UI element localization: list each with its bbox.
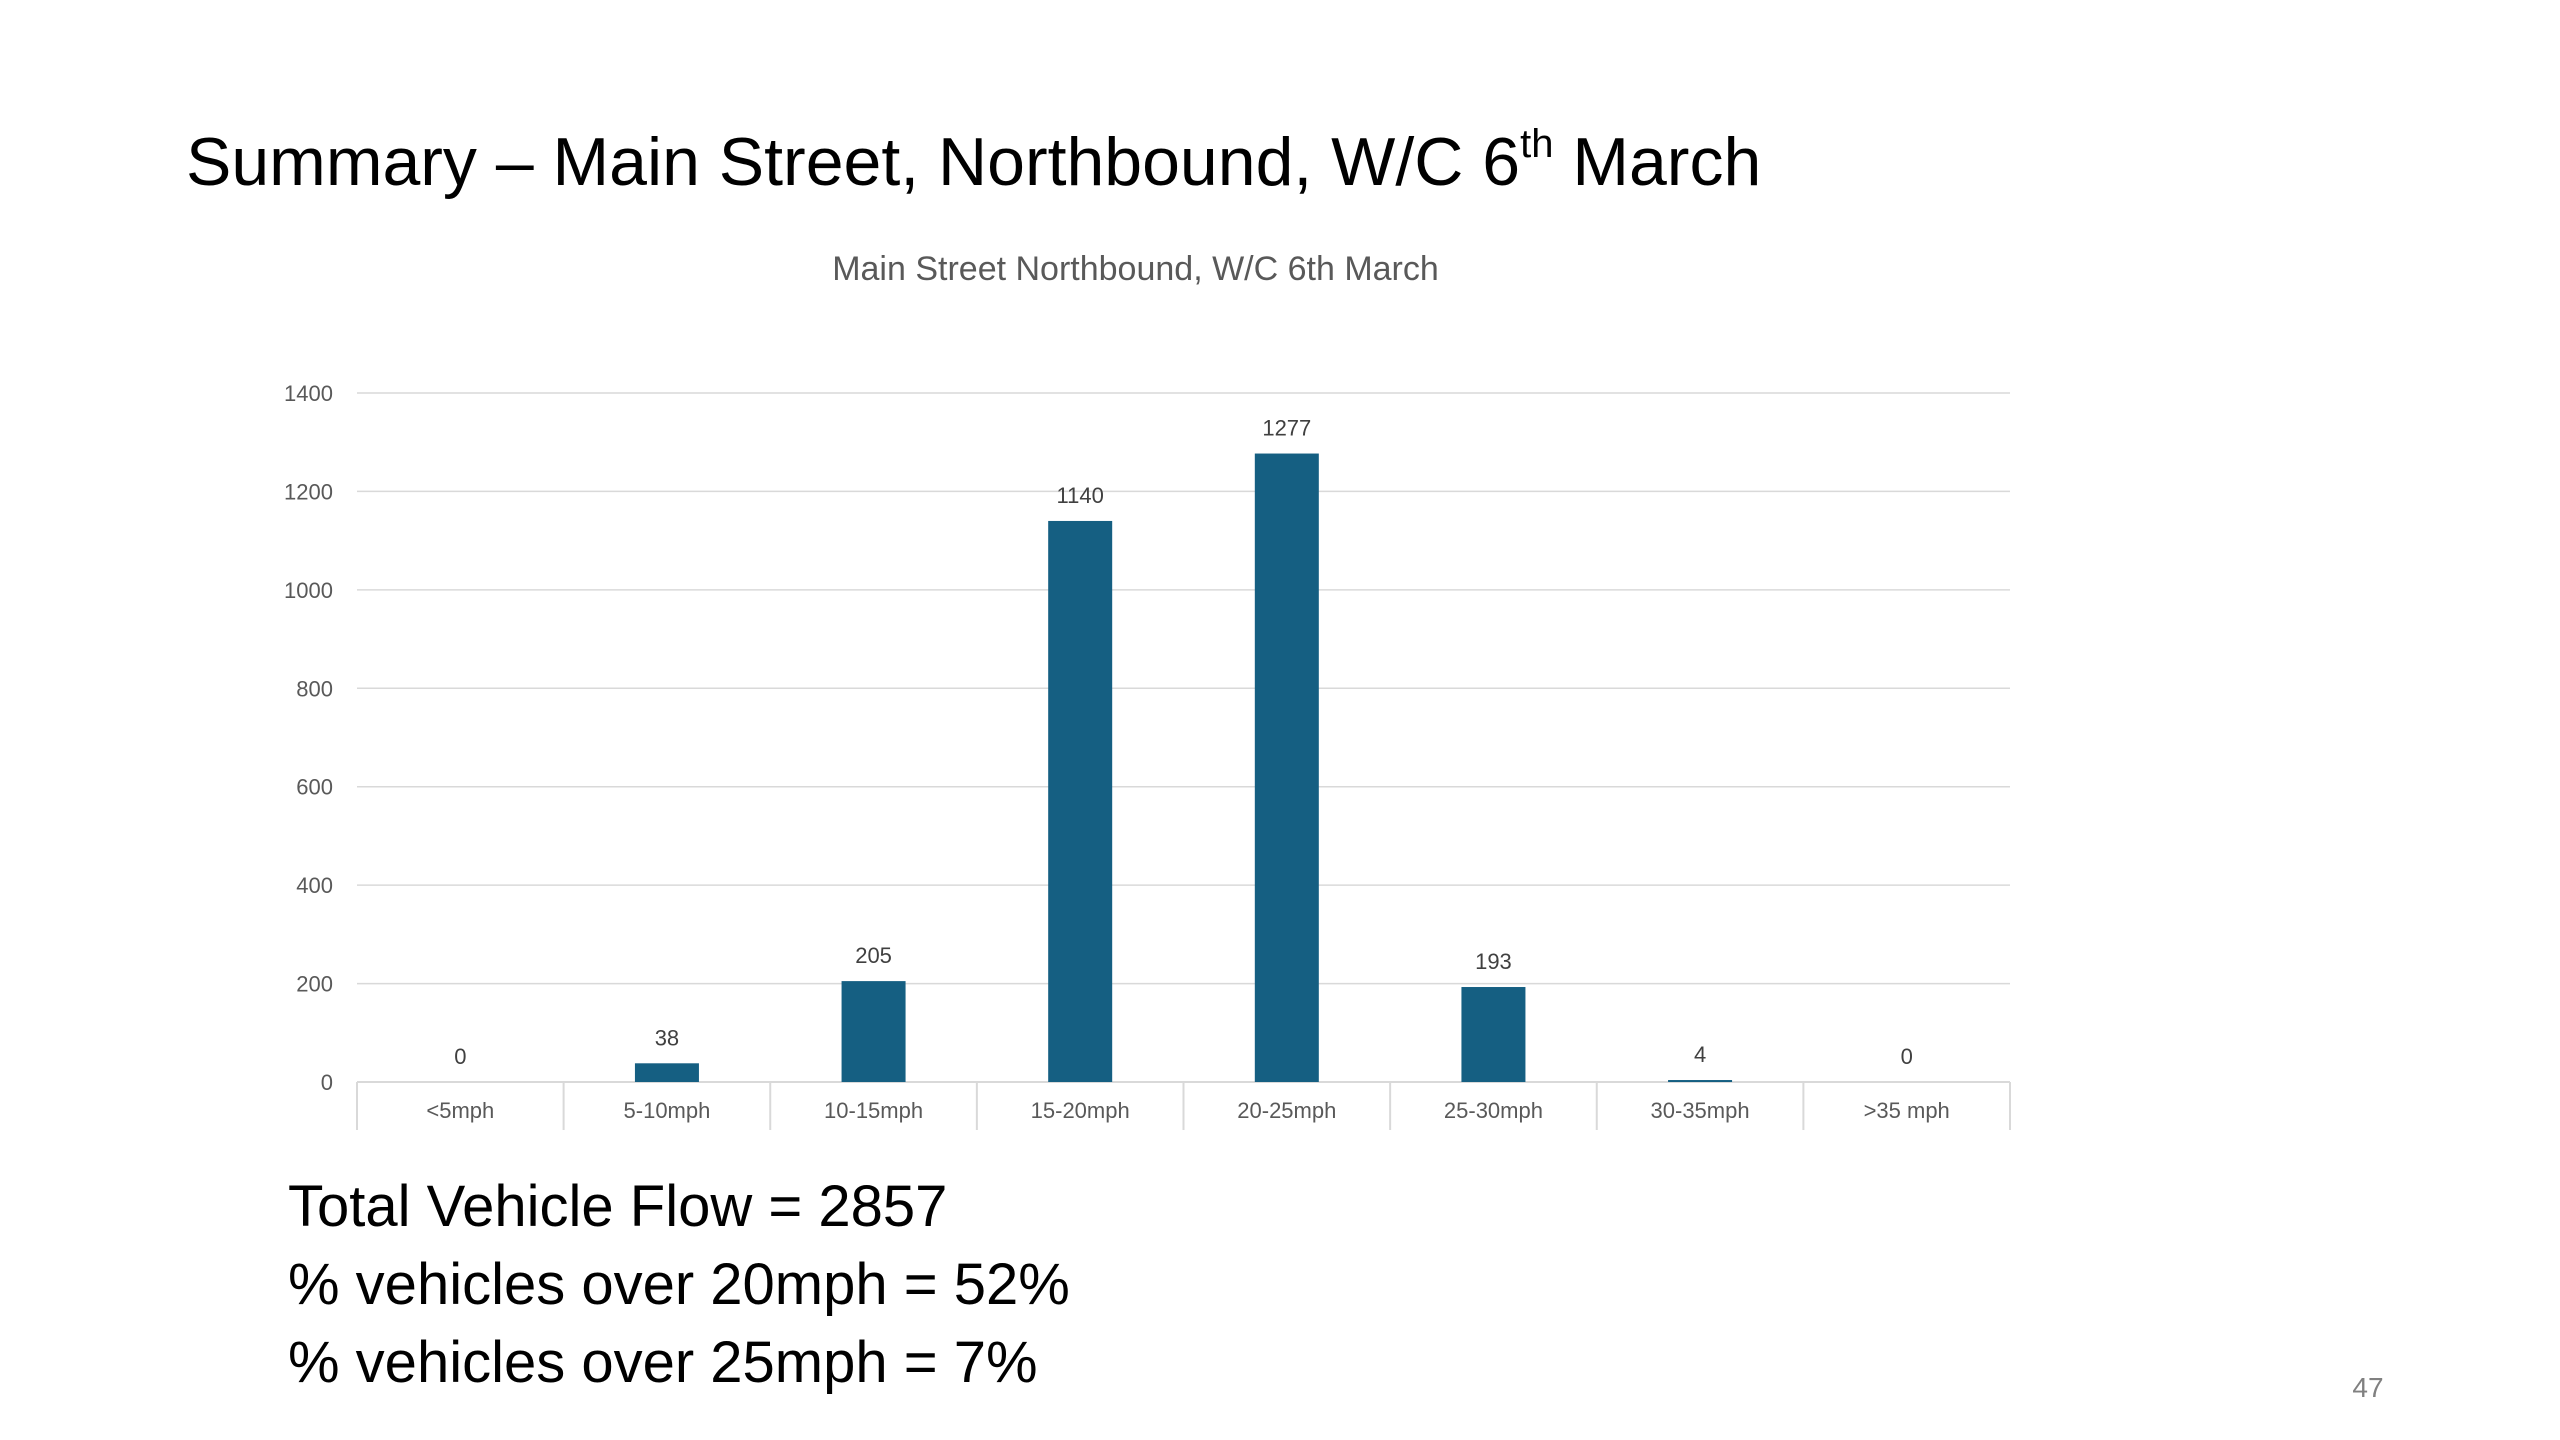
page-number: 47 [2352, 1372, 2384, 1403]
bar-25-30mph [1461, 987, 1526, 1082]
x-tick-label: 20-25mph [1237, 1098, 1336, 1123]
summary-over-25mph: % vehicles over 25mph = 7% [288, 1330, 1038, 1395]
x-tick-label: 15-20mph [1031, 1098, 1130, 1123]
data-label: 0 [454, 1044, 466, 1069]
y-tick-label: 200 [296, 972, 333, 997]
data-label: 205 [855, 943, 892, 968]
y-tick-label: 0 [321, 1070, 333, 1095]
x-tick-label: 10-15mph [824, 1098, 923, 1123]
y-tick-label: 1000 [284, 578, 333, 603]
slide-title-end: March [1553, 124, 1762, 200]
x-tick-label: 5-10mph [624, 1098, 711, 1123]
summary-total-flow: Total Vehicle Flow = 2857 [288, 1174, 948, 1239]
x-tick-label: 25-30mph [1444, 1098, 1543, 1123]
y-tick-label: 600 [296, 775, 333, 800]
data-label: 0 [1901, 1044, 1913, 1069]
summary-over-20mph: % vehicles over 20mph = 52% [288, 1252, 1070, 1317]
y-tick-label: 400 [296, 873, 333, 898]
slide-title-superscript: th [1520, 122, 1554, 166]
x-tick-label: <5mph [426, 1098, 494, 1123]
y-tick-label: 1200 [284, 479, 333, 504]
data-label: 1277 [1262, 416, 1311, 441]
data-label: 1140 [1057, 483, 1104, 508]
bar-30-35mph [1668, 1080, 1733, 1082]
bar-15-20mph [1048, 520, 1113, 1082]
data-label: 4 [1694, 1042, 1706, 1067]
x-tick-label: >35 mph [1864, 1098, 1950, 1123]
bar-5-10mph [634, 1063, 699, 1082]
x-tick-label: 30-35mph [1651, 1098, 1750, 1123]
bar-20-25mph [1254, 453, 1319, 1082]
slide-title-main: Summary – Main Street, Northbound, W/C 6 [186, 124, 1521, 200]
y-tick-label: 800 [296, 676, 333, 701]
y-tick-label: 1400 [284, 381, 333, 406]
slide-title: Summary – Main Street, Northbound, W/C 6… [186, 124, 1761, 196]
data-label: 38 [655, 1025, 679, 1050]
bar-10-15mph [841, 981, 906, 1082]
summary-stats: Total Vehicle Flow = 2857 % vehicles ove… [288, 1168, 1070, 1402]
chart-title: Main Street Northbound, W/C 6th March [832, 250, 1439, 288]
data-label: 193 [1475, 949, 1512, 974]
